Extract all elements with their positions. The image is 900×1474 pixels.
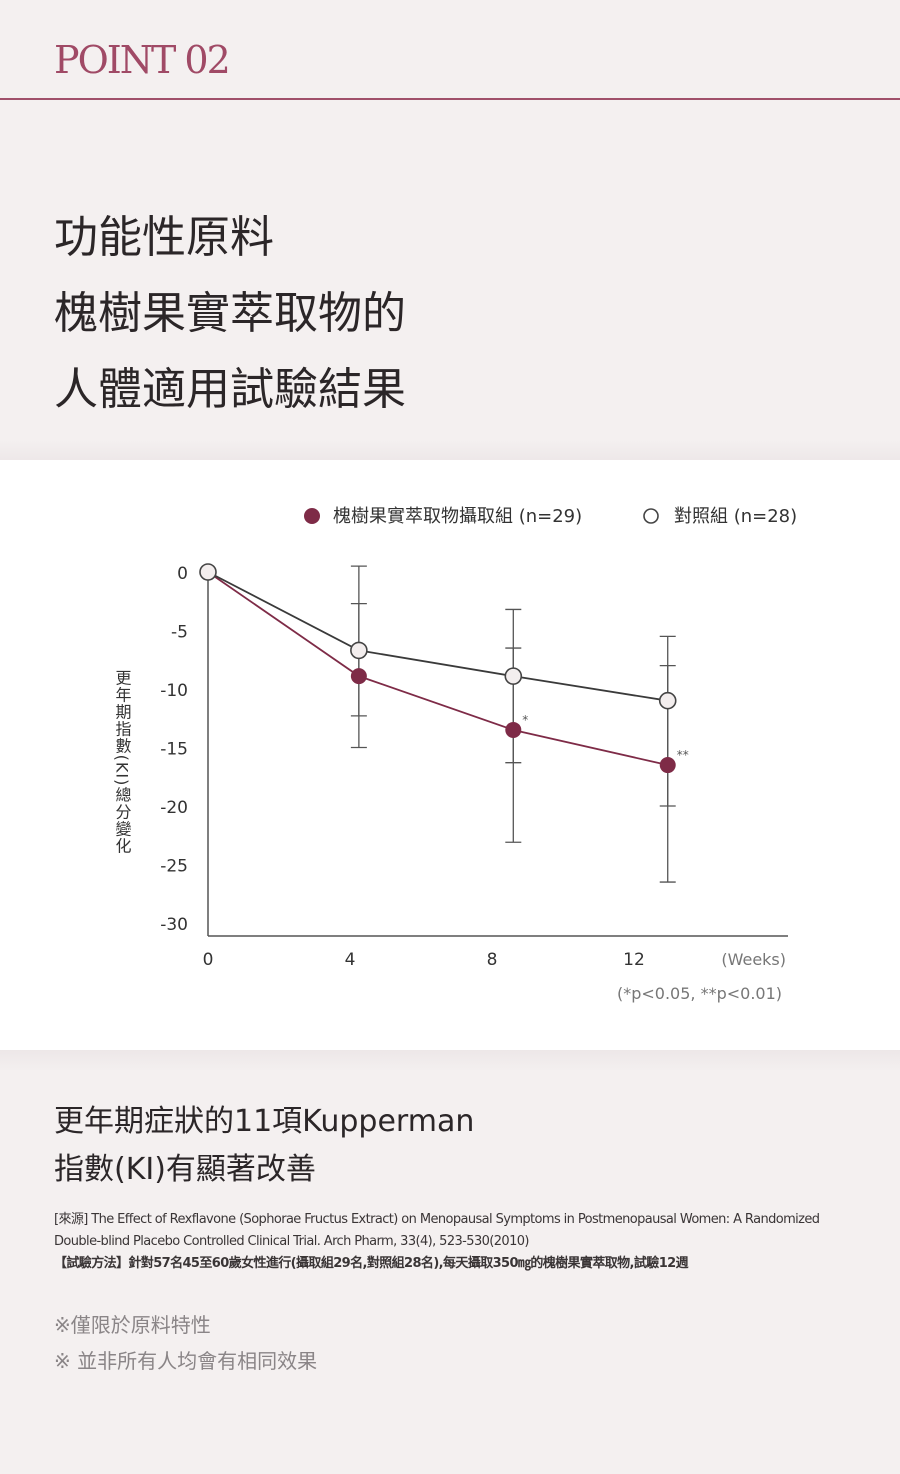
summary-line-1: 更年期症狀的11項Kupperman — [54, 1104, 475, 1139]
significance-note: (*p<0.05, **p<0.01) — [617, 984, 782, 1003]
series-line — [207, 571, 668, 766]
point-label: POINT 02 — [54, 38, 231, 82]
significance-marker: ** — [677, 748, 689, 762]
y-tick-label: 0 — [177, 564, 188, 584]
panel-fade-top — [0, 440, 900, 462]
headline-line-2: 槐樹果實萃取物的 — [54, 288, 406, 339]
data-point — [504, 667, 523, 685]
ki-change-chart: 0 -5 -10 -15 -20 -25 -30 0 4 8 12 (Weeks) (*p<0.05, … — [113, 506, 798, 1003]
panel-fade-bottom — [0, 1050, 900, 1072]
legend-label-treatment: 槐樹果實萃取物攝取組 (n=29) — [333, 506, 582, 527]
legend-marker-control — [643, 508, 659, 524]
data-point — [350, 668, 367, 685]
headline-line-3: 人體適用試驗結果 — [54, 364, 406, 415]
point-header: POINT 02 — [0, 0, 900, 100]
note-raw-material: ※僅限於原料特性 — [54, 1313, 211, 1337]
y-tick-label: -5 — [171, 623, 188, 643]
data-point — [199, 563, 217, 581]
series-line — [207, 571, 668, 702]
legend-label-control: 對照組 (n=28) — [674, 506, 797, 527]
y-tick-label: -25 — [160, 857, 188, 877]
y-axis-label: 更年期指數(KI)總分變化 — [113, 670, 132, 855]
y-tick-label: -20 — [160, 798, 188, 818]
headline: 功能性原料 槐樹果實萃取物的 人體適用試驗結果 — [54, 200, 406, 428]
note-individual-results: ※ 並非所有人均會有相同效果 — [54, 1349, 318, 1373]
data-point — [658, 691, 677, 710]
y-tick-label: -15 — [160, 740, 188, 760]
x-axis-label: (Weeks) — [721, 950, 786, 969]
test-method: 【試驗方法】針對57名45至60歲女性進行(攝取組29名,對照組28名),每天攝… — [54, 1256, 689, 1271]
x-tick-label: 8 — [487, 950, 498, 970]
data-point — [659, 757, 676, 774]
source-citation: [來源] The Effect of Rexflavone (Sophorae … — [54, 1212, 820, 1249]
data-point — [505, 721, 522, 738]
notes: ※僅限於原料特性 ※ 並非所有人均會有相同效果 — [54, 1307, 317, 1379]
legend-marker-treatment — [304, 508, 320, 524]
data-point — [350, 641, 368, 660]
y-tick-label: -10 — [160, 681, 188, 701]
headline-line-1: 功能性原料 — [54, 212, 274, 263]
summary: 更年期症狀的11項Kupperman 指數(KI)有顯著改善 — [54, 1098, 474, 1194]
x-tick-label: 12 — [623, 950, 645, 970]
chart-panel: 0 -5 -10 -15 -20 -25 -30 0 4 8 12 (Weeks) (*p<0.05, … — [0, 460, 900, 1050]
x-tick-label: 4 — [345, 950, 356, 970]
significance-marker: * — [522, 713, 528, 727]
summary-line-2: 指數(KI)有顯著改善 — [54, 1152, 316, 1187]
source-block: [來源] The Effect of Rexflavone (Sophorae … — [54, 1209, 854, 1275]
y-tick-label: -30 — [160, 915, 188, 935]
x-tick-label: 0 — [203, 950, 214, 970]
